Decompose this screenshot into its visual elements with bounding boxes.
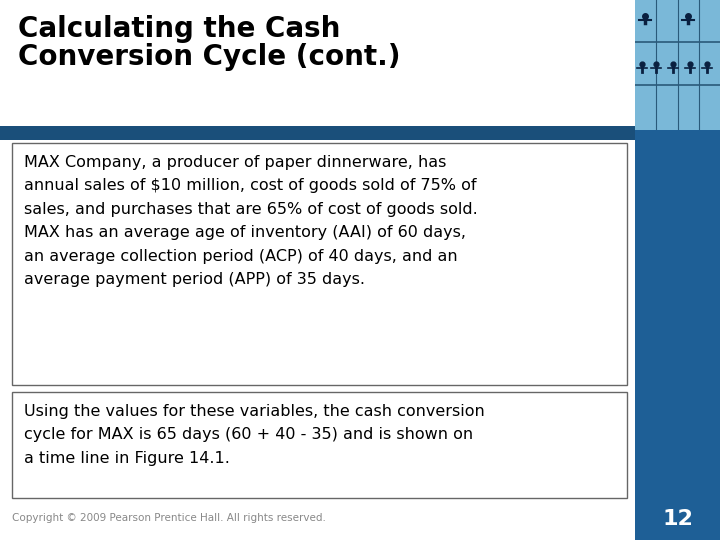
- Bar: [635, 130, 720, 540]
- Bar: [635, 498, 720, 540]
- Text: 12: 12: [662, 509, 693, 529]
- FancyBboxPatch shape: [12, 392, 627, 498]
- Text: MAX Company, a producer of paper dinnerware, has
annual sales of $10 million, co: MAX Company, a producer of paper dinnerw…: [24, 155, 478, 287]
- Text: Using the values for these variables, the cash conversion
cycle for MAX is 65 da: Using the values for these variables, th…: [24, 404, 485, 466]
- Text: Conversion Cycle (cont.): Conversion Cycle (cont.): [18, 43, 400, 71]
- Bar: [0, 126, 635, 140]
- Text: Copyright © 2009 Pearson Prentice Hall. All rights reserved.: Copyright © 2009 Pearson Prentice Hall. …: [12, 513, 326, 523]
- FancyBboxPatch shape: [12, 143, 627, 385]
- Text: Calculating the Cash: Calculating the Cash: [18, 15, 341, 43]
